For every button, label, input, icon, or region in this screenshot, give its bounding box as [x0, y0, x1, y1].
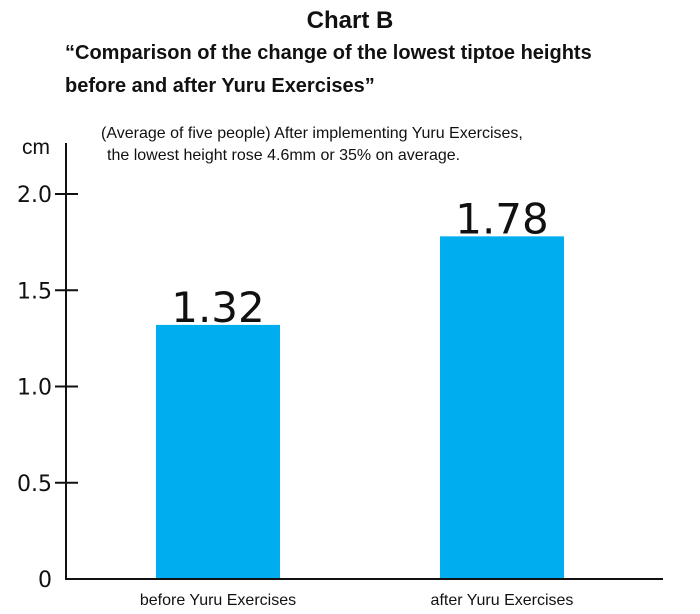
bar-value-labels: 1.32 1.78: [171, 194, 549, 332]
y-tick-label-3: 1.5: [17, 279, 52, 304]
y-tick-label-2: 1.0: [17, 376, 52, 401]
y-axis-unit-label: cm: [22, 136, 50, 159]
x-axis-category-labels: before Yuru Exercises after Yuru Exercise…: [140, 592, 574, 609]
chart-subtitle-line-1: “Comparison of the change of the lowest …: [65, 42, 592, 64]
bar-1: [156, 324, 280, 579]
bar-value-label-1: 1.32: [171, 283, 265, 332]
annotation-line-2: the lowest height rose 4.6mm or 35% on a…: [107, 147, 460, 164]
y-axis-tick-labels: 0 0.5 1.0 1.5 2.0: [17, 183, 52, 593]
bar-value-label-2: 1.78: [455, 194, 549, 243]
chart-title: Chart B: [307, 7, 394, 34]
y-tick-label-4: 2.0: [17, 183, 52, 208]
bar-2: [440, 236, 564, 579]
y-tick-label-0: 0: [38, 568, 52, 593]
chart-subtitle-line-2: before and after Yuru Exercises”: [65, 75, 375, 97]
x-category-label-1: before Yuru Exercises: [140, 592, 296, 609]
x-category-label-2: after Yuru Exercises: [431, 592, 574, 609]
bar-series: [156, 236, 564, 579]
y-tick-label-1: 0.5: [17, 472, 52, 497]
annotation-line-1: (Average of five people) After implement…: [101, 125, 523, 142]
